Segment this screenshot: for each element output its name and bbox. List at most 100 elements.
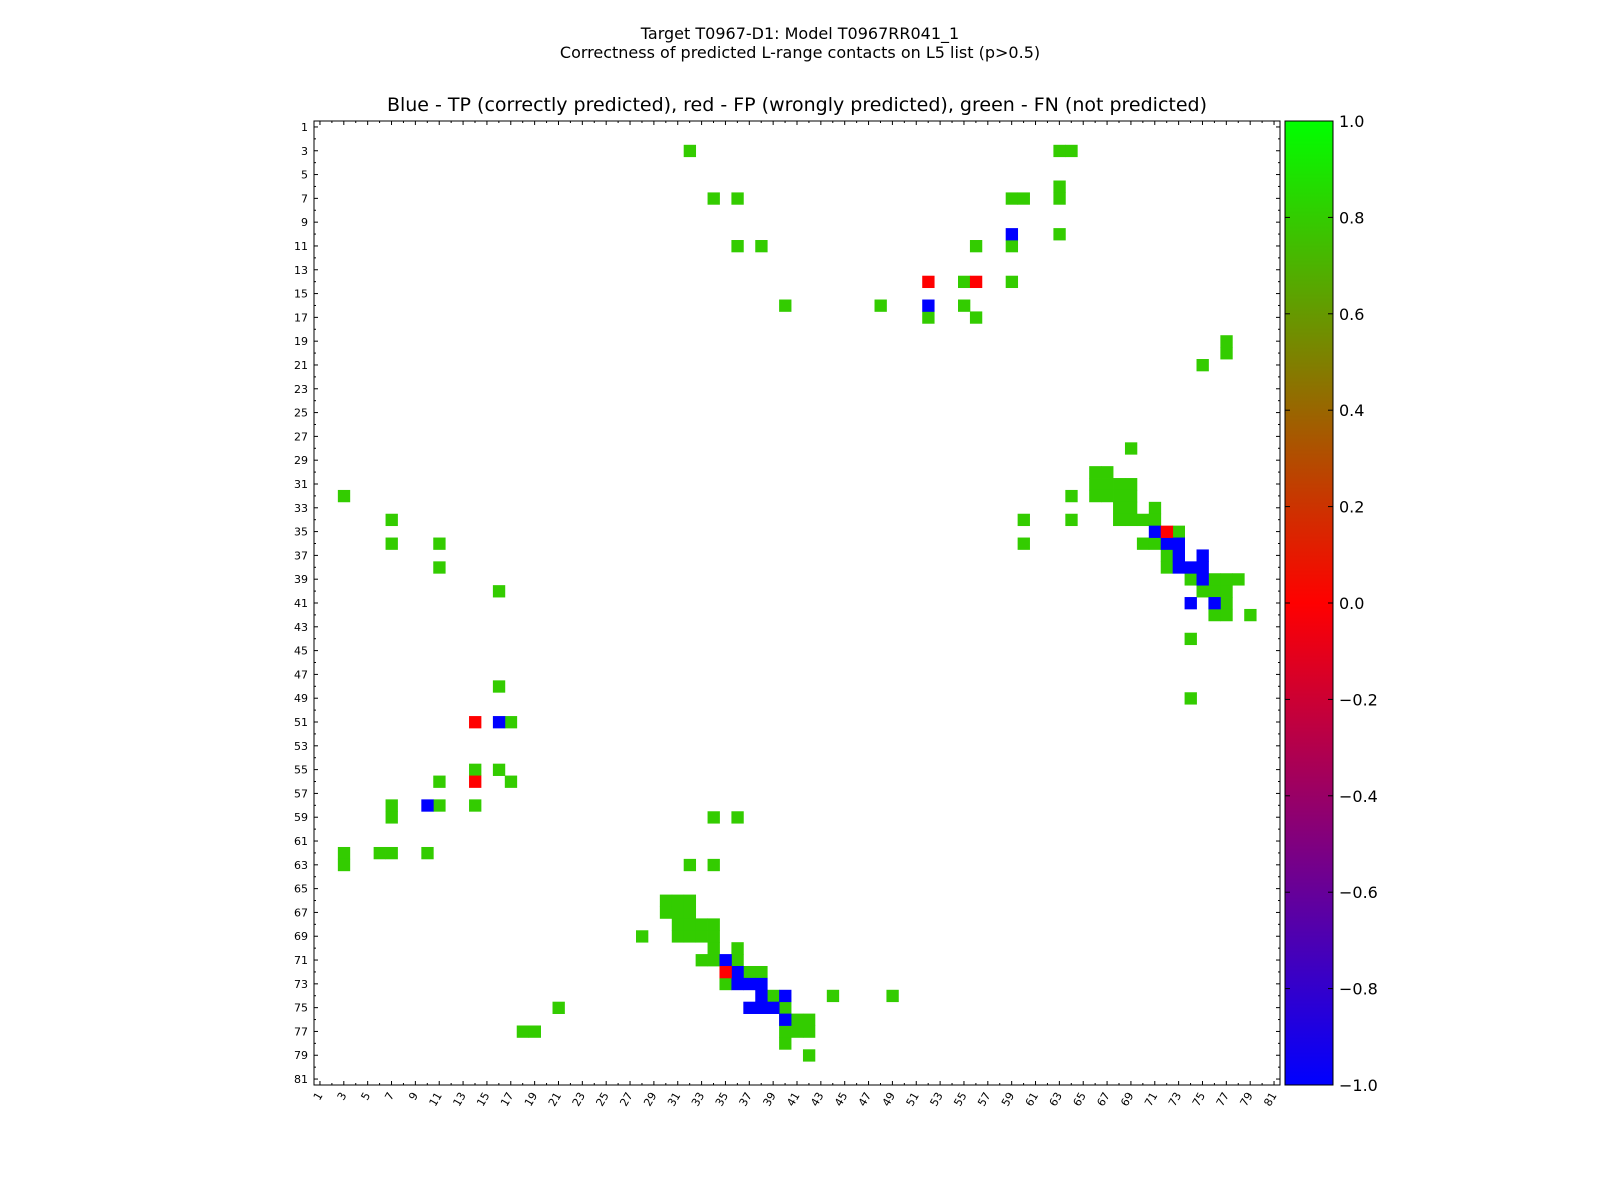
contact-cell-fn (779, 1037, 792, 1050)
colorbar-tick-label: 0.4 (1339, 401, 1364, 420)
contact-cell-fn (1124, 478, 1138, 491)
colorbar-tick-label: 0.0 (1339, 594, 1364, 613)
x-tick-label: 21 (546, 1090, 564, 1109)
contact-cell-fn (1208, 585, 1221, 598)
contact-cell-tp (1172, 561, 1185, 574)
contact-cell-fn (1136, 513, 1150, 527)
contact-cell-fn (707, 858, 720, 872)
contact-cell-fn (1220, 335, 1233, 348)
x-tick-label: 59 (999, 1090, 1017, 1109)
contact-cell-fn (1220, 585, 1233, 598)
contact-cell-fn (1184, 573, 1197, 586)
y-tick-label: 67 (294, 906, 308, 919)
contact-cell-fn (731, 192, 744, 205)
contact-cell-fn (1113, 489, 1126, 503)
contact-cell-tp (743, 977, 756, 991)
contact-cell-fn (1160, 549, 1174, 562)
contact-cell-fn (373, 846, 386, 860)
x-tick-label: 63 (1047, 1090, 1065, 1109)
colorbar-tick-label: 0.8 (1339, 208, 1364, 227)
colorbar-tick-label: 0.2 (1339, 498, 1364, 517)
y-tick-label: 7 (301, 192, 308, 205)
y-tick-label: 17 (294, 311, 308, 324)
contact-cell-fn (695, 954, 708, 967)
x-tick-label: 69 (1118, 1090, 1136, 1109)
contact-cell-fn (1089, 466, 1102, 479)
contact-cell-fn (433, 537, 446, 550)
contact-cell-fn (385, 811, 398, 824)
contact-cell-fn (1160, 561, 1174, 574)
contact-cell-fn (958, 299, 971, 312)
x-tick-label: 3 (335, 1090, 350, 1103)
x-tick-label: 79 (1238, 1090, 1256, 1109)
contact-cell-fn (671, 894, 685, 907)
x-tick-label: 41 (784, 1090, 802, 1109)
contact-cell-fn (707, 192, 720, 205)
contact-cell-fn (1089, 489, 1102, 503)
y-tick-label: 13 (294, 264, 308, 277)
colorbar-tick-label: −0.2 (1339, 690, 1378, 709)
contact-cell-fn (791, 1025, 804, 1038)
colorbar (1284, 120, 1334, 1086)
contact-cell-fn (958, 275, 971, 289)
x-tick-label: 77 (1214, 1090, 1232, 1109)
contact-cell-fn (1208, 608, 1221, 622)
contact-cell-fn (492, 680, 506, 693)
x-tick-label: 65 (1071, 1090, 1089, 1109)
y-tick-label: 19 (294, 335, 308, 348)
y-tick-label: 9 (301, 216, 308, 229)
contact-cell-fn (802, 1013, 816, 1026)
x-tick-label: 7 (382, 1090, 397, 1103)
chart-title: Blue - TP (correctly predicted), red - F… (386, 94, 1208, 116)
colorbar-ticks: 1.0 0.8 0.6 0.4 0.2 0.0 −0.2 −0.4 −0.6 −0.8 −1.0 (1285, 112, 1378, 1095)
contact-cell-fn (636, 930, 649, 943)
contact-cell-fn (683, 858, 697, 872)
colorbar-tick-label: −0.8 (1339, 980, 1378, 999)
contact-cell-fn (1089, 478, 1102, 491)
x-tick-label: 27 (617, 1090, 635, 1109)
x-tick-label: 15 (474, 1090, 492, 1109)
contact-cell-fn (469, 799, 482, 812)
contact-cell-tp (421, 799, 434, 812)
x-tick-label: 55 (951, 1090, 969, 1109)
y-tick-label: 79 (294, 1049, 308, 1062)
contact-cell-fn (421, 846, 434, 860)
contact-cell-fn (779, 1001, 792, 1014)
contact-cell-tp (492, 716, 506, 729)
contact-cell-fn (779, 299, 792, 312)
y-tick-label: 69 (294, 930, 308, 943)
contact-cell-fn (1053, 228, 1066, 241)
y-tick-label: 29 (294, 454, 308, 467)
contact-cell-fn (874, 299, 887, 312)
colorbar-tick-label: −0.4 (1339, 787, 1378, 806)
contact-cell-tp (1196, 561, 1209, 574)
y-tick-label: 81 (294, 1073, 308, 1086)
contact-cell-fn (552, 1001, 565, 1014)
contact-cell-fn (802, 1049, 816, 1062)
contact-cell-fp (719, 965, 732, 979)
contact-cell-fn (1101, 466, 1114, 479)
contact-cell-fn (1005, 240, 1019, 253)
x-tick-label: 23 (570, 1090, 588, 1109)
contact-cell-fn (755, 240, 768, 253)
contact-cell-fn (707, 942, 720, 955)
contact-cell-tp (922, 299, 935, 312)
contact-cell-fn (707, 954, 720, 967)
contact-cell-fn (731, 240, 744, 253)
contact-cell-fn (969, 240, 983, 253)
contact-cell-fn (385, 799, 398, 812)
y-tick-label: 5 (301, 169, 308, 182)
contact-cell-fn (1208, 573, 1221, 586)
y-tick-label: 15 (294, 288, 308, 301)
contact-cell-fn (683, 930, 697, 943)
y-tick-label: 45 (294, 645, 308, 658)
x-tick-label: 75 (1190, 1090, 1208, 1109)
y-tick-label: 61 (294, 835, 308, 848)
colorbar-tick-label: 0.6 (1339, 305, 1364, 324)
contact-cell-fn (922, 311, 935, 324)
contact-cell-fn (516, 1025, 530, 1038)
contact-cell-fn (1065, 489, 1078, 503)
y-tick-label: 23 (294, 383, 308, 396)
contact-cell-fn (1148, 501, 1162, 515)
